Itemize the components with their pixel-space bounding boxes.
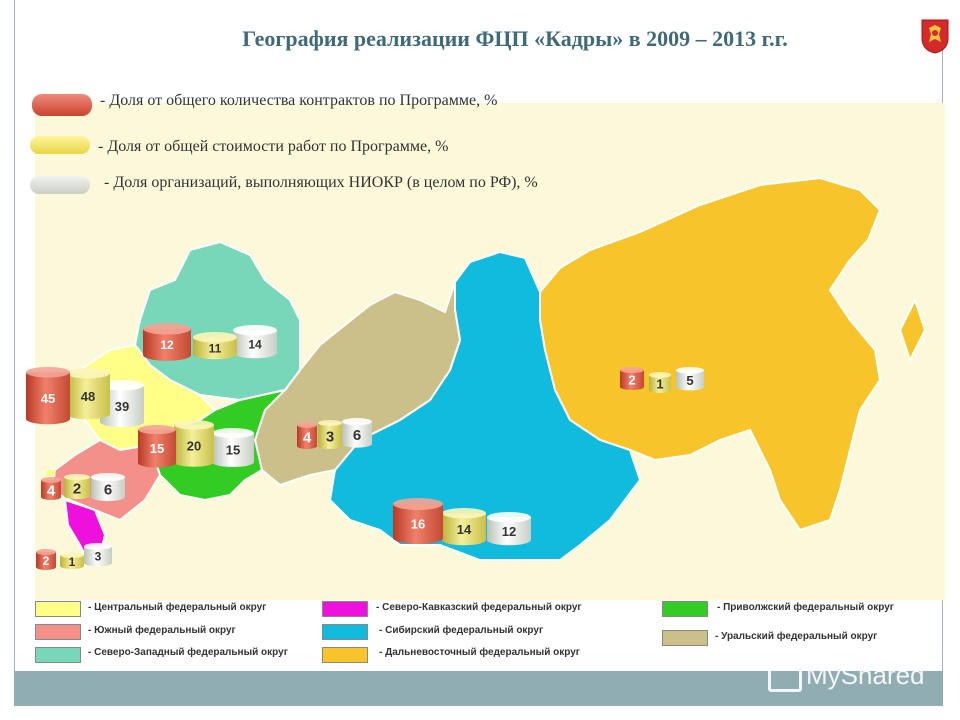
cylinder-contracts-6: 16: [393, 498, 443, 544]
legend-rd-orgs-share: - Доля организаций, выполняющих НИОКР (в…: [104, 174, 538, 191]
cylinder-value: 16: [411, 517, 425, 532]
label-central: - Центральный федеральный округ: [88, 602, 267, 613]
watermark: MyShared: [768, 660, 925, 693]
cylinder-value: 5: [686, 373, 693, 388]
swatch-north-caucasus: [322, 601, 368, 617]
swatch-volga: [662, 601, 708, 617]
cylinder-rd-orgs-4: 6: [91, 473, 125, 502]
swatch-central: [35, 601, 81, 617]
cylinder-value: 3: [95, 550, 102, 564]
cylinder-cost-5: 1: [60, 552, 84, 569]
label-north-caucasus: - Северо-Кавказский федеральный округ: [376, 602, 582, 613]
cylinder-value: 45: [41, 391, 55, 406]
cylinder-value: 14: [248, 337, 262, 351]
cylinder-rd-orgs-3: 6: [342, 418, 372, 448]
cylinder-value: 2: [73, 480, 81, 497]
cylinder-contracts-2: 15: [138, 425, 176, 468]
footer-bar: [14, 671, 943, 706]
cylinder-contracts-7: 2: [620, 367, 644, 390]
cylinder-contracts-5: 2: [36, 549, 56, 570]
swatch-far-east: [322, 647, 368, 663]
cylinder-value: 1: [69, 555, 76, 569]
label-far-east: - Дальневосточный федеральный округ: [379, 647, 580, 658]
legend-cost-share: - Доля от общей стоимости работ по Прогр…: [98, 138, 449, 155]
presentation-icon: [768, 662, 802, 693]
rd-orgs-share-swatch: [30, 176, 90, 194]
swatch-south: [35, 624, 81, 640]
cylinder-value: 6: [104, 481, 112, 498]
swatch-ural: [662, 630, 708, 646]
label-ural: - Уральский федеральный округ: [715, 631, 878, 642]
label-volga: - Приволжский федеральный округ: [717, 602, 894, 613]
indicator-swatches: [30, 94, 92, 194]
cylinder-cost-0: 11: [193, 332, 238, 360]
swatch-siberia: [322, 624, 368, 640]
cylinder-contracts-1: 45: [26, 367, 70, 425]
cylinder-value: 6: [353, 427, 361, 444]
cylinder-rd-orgs-0: 14: [233, 325, 277, 359]
label-south: - Южный федеральный округ: [88, 625, 236, 636]
cylinder-cost-6: 14: [442, 508, 486, 546]
cylinder-contracts-0: 12: [143, 323, 191, 361]
cylinder-rd-orgs-6: 12: [487, 512, 531, 546]
label-north-west: - Северо-Западный федеральный округ: [88, 647, 288, 658]
legend-contracts-share: - Доля от общего количества контрактов п…: [100, 92, 498, 109]
cylinder-cost-7: 1: [649, 372, 671, 393]
cylinder-value: 39: [115, 399, 129, 414]
cylinder-value: 15: [150, 441, 164, 456]
watermark-text: MyShared: [806, 660, 925, 690]
cylinder-cost-3: 3: [318, 420, 342, 449]
contracts-share-swatch: [32, 94, 92, 116]
cylinder-contracts-4: 4: [41, 477, 61, 500]
cylinder-value: 2: [628, 373, 635, 388]
cylinder-contracts-3: 4: [297, 422, 317, 449]
cylinder-value: 12: [502, 524, 516, 539]
cylinder-cost-4: 2: [64, 474, 90, 500]
swatch-north-west: [35, 647, 81, 663]
cylinder-value: 11: [209, 341, 222, 355]
slide-frame-left: [14, 0, 15, 706]
cylinder-value: 3: [326, 428, 334, 445]
cylinder-rd-orgs-1: 39: [100, 380, 144, 428]
cylinder-value: 20: [187, 438, 201, 453]
cylinder-value: 12: [160, 338, 174, 352]
label-siberia: - Сибирский федеральный округ: [379, 625, 544, 636]
cylinder-value: 2: [43, 554, 50, 568]
cylinder-rd-orgs-5: 3: [84, 543, 112, 567]
cylinder-value: 48: [81, 389, 95, 404]
coat-of-arms-icon: [921, 19, 949, 54]
cylinder-rd-orgs-7: 5: [676, 367, 704, 391]
cylinder-value: 4: [47, 482, 56, 499]
cylinder-cost-2: 20: [174, 420, 214, 467]
slide-title: География реализации ФЦП «Кадры» в 2009 …: [242, 26, 788, 51]
cylinder-value: 15: [226, 443, 240, 458]
cost-share-swatch: [30, 136, 90, 154]
cylinder-cost-1: 48: [66, 368, 110, 420]
cylinder-value: 4: [303, 429, 312, 446]
cylinder-value: 14: [457, 522, 472, 537]
cylinder-rd-orgs-2: 15: [212, 428, 254, 468]
cylinder-value: 1: [656, 377, 663, 392]
